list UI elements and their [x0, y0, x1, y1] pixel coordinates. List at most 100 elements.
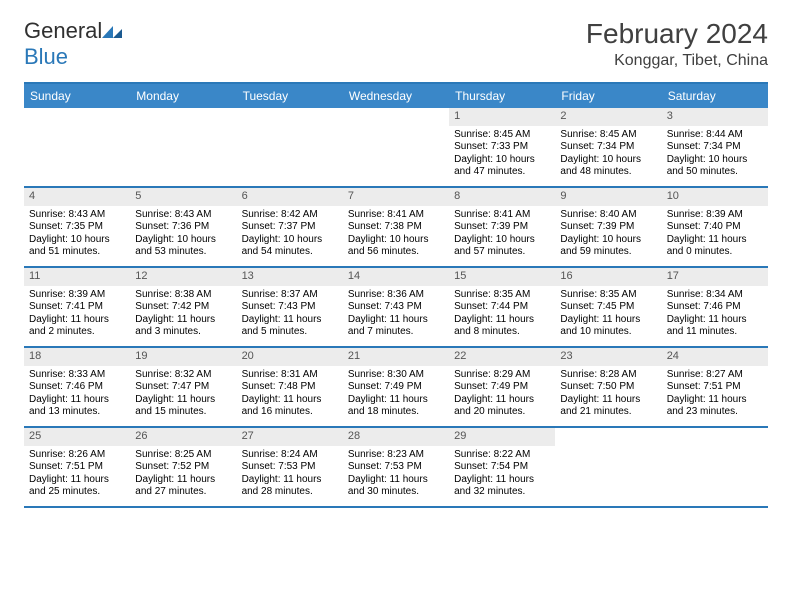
sunrise-text: Sunrise: 8:28 AM [560, 369, 656, 382]
page-title: February 2024 [586, 18, 768, 50]
daylight-text: Daylight: 11 hours and 27 minutes. [135, 474, 231, 499]
day-body: Sunrise: 8:45 AMSunset: 7:34 PMDaylight:… [555, 126, 661, 183]
sunset-text: Sunset: 7:39 PM [454, 221, 550, 234]
daylight-text: Daylight: 10 hours and 50 minutes. [667, 154, 763, 179]
day-body: Sunrise: 8:42 AMSunset: 7:37 PMDaylight:… [237, 206, 343, 263]
daylight-text: Daylight: 10 hours and 48 minutes. [560, 154, 656, 179]
weekday-header-cell: Saturday [662, 84, 768, 108]
sunset-text: Sunset: 7:37 PM [242, 221, 338, 234]
sunrise-text: Sunrise: 8:26 AM [29, 449, 125, 462]
sunrise-text: Sunrise: 8:39 AM [29, 289, 125, 302]
day-body: Sunrise: 8:29 AMSunset: 7:49 PMDaylight:… [449, 366, 555, 423]
day-body: Sunrise: 8:25 AMSunset: 7:52 PMDaylight:… [130, 446, 236, 503]
sunrise-text: Sunrise: 8:39 AM [667, 209, 763, 222]
calendar-day: 15Sunrise: 8:35 AMSunset: 7:44 PMDayligh… [449, 268, 555, 346]
sunset-text: Sunset: 7:51 PM [667, 381, 763, 394]
calendar-day: 26Sunrise: 8:25 AMSunset: 7:52 PMDayligh… [130, 428, 236, 506]
sunset-text: Sunset: 7:34 PM [667, 141, 763, 154]
daylight-text: Daylight: 11 hours and 21 minutes. [560, 394, 656, 419]
daylight-text: Daylight: 11 hours and 10 minutes. [560, 314, 656, 339]
calendar-week: ........1Sunrise: 8:45 AMSunset: 7:33 PM… [24, 108, 768, 188]
daylight-text: Daylight: 11 hours and 11 minutes. [667, 314, 763, 339]
calendar-week: 25 Sunrise: 8:26 AMSunset: 7:51 PM Dayligh… [24, 428, 768, 508]
day-body: Sunrise: 8:43 AMSunset: 7:35 PMDaylight:… [24, 206, 130, 263]
sunset-text: Sunset: 7:52 PM [135, 461, 231, 474]
location: Konggar, Tibet, China [586, 52, 768, 70]
day-body: Sunrise: 8:44 AMSunset: 7:34 PMDaylight:… [662, 126, 768, 183]
day-body: Sunrise: 8:37 AMSunset: 7:43 PMDaylight:… [237, 286, 343, 343]
calendar-grid: ........1Sunrise: 8:45 AMSunset: 7:33 PM… [24, 108, 768, 508]
sunset-text: Sunset: 7:43 PM [242, 301, 338, 314]
calendar-day: 5Sunrise: 8:43 AMSunset: 7:36 PMDaylight… [130, 188, 236, 266]
sunrise-text: Sunrise: 8:42 AM [242, 209, 338, 222]
day-body: Sunrise: 8:27 AMSunset: 7:51 PMDaylight:… [662, 366, 768, 423]
day-number: 12 [130, 268, 236, 286]
day-number: 28 [343, 428, 449, 446]
logo-word-1: General [24, 18, 102, 43]
sunrise-text: Sunrise: 8:45 AM [560, 129, 656, 142]
sunrise-text: Sunrise: 8:33 AM [29, 369, 125, 382]
day-body: Sunrise: 8:32 AMSunset: 7:47 PMDaylight:… [130, 366, 236, 423]
day-number: 15 [449, 268, 555, 286]
calendar-day: 14Sunrise: 8:36 AMSunset: 7:43 PMDayligh… [343, 268, 449, 346]
day-number: 2 [555, 108, 661, 126]
day-number: 11 [24, 268, 130, 286]
calendar-day: 25Sunrise: 8:26 AMSunset: 7:51 PMDayligh… [24, 428, 130, 506]
calendar-day: 2Sunrise: 8:45 AMSunset: 7:34 PMDaylight… [555, 108, 661, 186]
calendar-day: .. [130, 108, 236, 186]
day-number: 14 [343, 268, 449, 286]
day-number: 6 [237, 188, 343, 206]
day-number: 25 [24, 428, 130, 446]
sunset-text: Sunset: 7:35 PM [29, 221, 125, 234]
logo-mark-icon [102, 18, 124, 44]
calendar-day: 13Sunrise: 8:37 AMSunset: 7:43 PMDayligh… [237, 268, 343, 346]
day-body: Sunrise: 8:45 AMSunset: 7:33 PMDaylight:… [449, 126, 555, 183]
daylight-text: Daylight: 10 hours and 57 minutes. [454, 234, 550, 259]
sunset-text: Sunset: 7:48 PM [242, 381, 338, 394]
calendar: SundayMondayTuesdayWednesdayThursdayFrid… [24, 82, 768, 508]
calendar-day: 1Sunrise: 8:45 AMSunset: 7:33 PMDaylight… [449, 108, 555, 186]
logo: General Blue [24, 18, 124, 70]
sunrise-text: Sunrise: 8:43 AM [135, 209, 231, 222]
day-number: 10 [662, 188, 768, 206]
day-body: Sunrise: 8:35 AMSunset: 7:44 PMDaylight:… [449, 286, 555, 343]
day-number: 23 [555, 348, 661, 366]
day-number: 13 [237, 268, 343, 286]
sunrise-text: Sunrise: 8:23 AM [348, 449, 444, 462]
daylight-text: Daylight: 10 hours and 51 minutes. [29, 234, 125, 259]
day-number: 26 [130, 428, 236, 446]
day-body: Sunrise: 8:43 AMSunset: 7:36 PMDaylight:… [130, 206, 236, 263]
daylight-text: Daylight: 11 hours and 3 minutes. [135, 314, 231, 339]
logo-text: General Blue [24, 18, 124, 70]
calendar-day: 29Sunrise: 8:22 AMSunset: 7:54 PMDayligh… [449, 428, 555, 506]
daylight-text: Daylight: 11 hours and 30 minutes. [348, 474, 444, 499]
calendar-day: 8Sunrise: 8:41 AMSunset: 7:39 PMDaylight… [449, 188, 555, 266]
sunset-text: Sunset: 7:46 PM [667, 301, 763, 314]
day-body: Sunrise: 8:35 AMSunset: 7:45 PMDaylight:… [555, 286, 661, 343]
weekday-header-cell: Wednesday [343, 84, 449, 108]
calendar-day: 16Sunrise: 8:35 AMSunset: 7:45 PMDayligh… [555, 268, 661, 346]
sunset-text: Sunset: 7:54 PM [454, 461, 550, 474]
calendar-day: .. [24, 108, 130, 186]
day-number: 29 [449, 428, 555, 446]
sunset-text: Sunset: 7:51 PM [29, 461, 125, 474]
day-number: 27 [237, 428, 343, 446]
day-body: Sunrise: 8:22 AMSunset: 7:54 PMDaylight:… [449, 446, 555, 503]
daylight-text: Daylight: 11 hours and 16 minutes. [242, 394, 338, 419]
day-body: Sunrise: 8:36 AMSunset: 7:43 PMDaylight:… [343, 286, 449, 343]
calendar-day: 21Sunrise: 8:30 AMSunset: 7:49 PMDayligh… [343, 348, 449, 426]
calendar-day: 24Sunrise: 8:27 AMSunset: 7:51 PMDayligh… [662, 348, 768, 426]
calendar-day: 19Sunrise: 8:32 AMSunset: 7:47 PMDayligh… [130, 348, 236, 426]
daylight-text: Daylight: 11 hours and 7 minutes. [348, 314, 444, 339]
sunset-text: Sunset: 7:42 PM [135, 301, 231, 314]
calendar-day: 7Sunrise: 8:41 AMSunset: 7:38 PMDaylight… [343, 188, 449, 266]
calendar-day: 11Sunrise: 8:39 AMSunset: 7:41 PMDayligh… [24, 268, 130, 346]
weekday-header-cell: Tuesday [237, 84, 343, 108]
daylight-text: Daylight: 11 hours and 13 minutes. [29, 394, 125, 419]
calendar-day: 23 Sunrise: 8:28 AMSunset: 7:50 PMDayligh… [555, 348, 661, 426]
calendar-day: .. [662, 428, 768, 506]
daylight-text: Daylight: 11 hours and 5 minutes. [242, 314, 338, 339]
sunset-text: Sunset: 7:40 PM [667, 221, 763, 234]
sunrise-text: Sunrise: 8:27 AM [667, 369, 763, 382]
sunset-text: Sunset: 7:50 PM [560, 381, 656, 394]
